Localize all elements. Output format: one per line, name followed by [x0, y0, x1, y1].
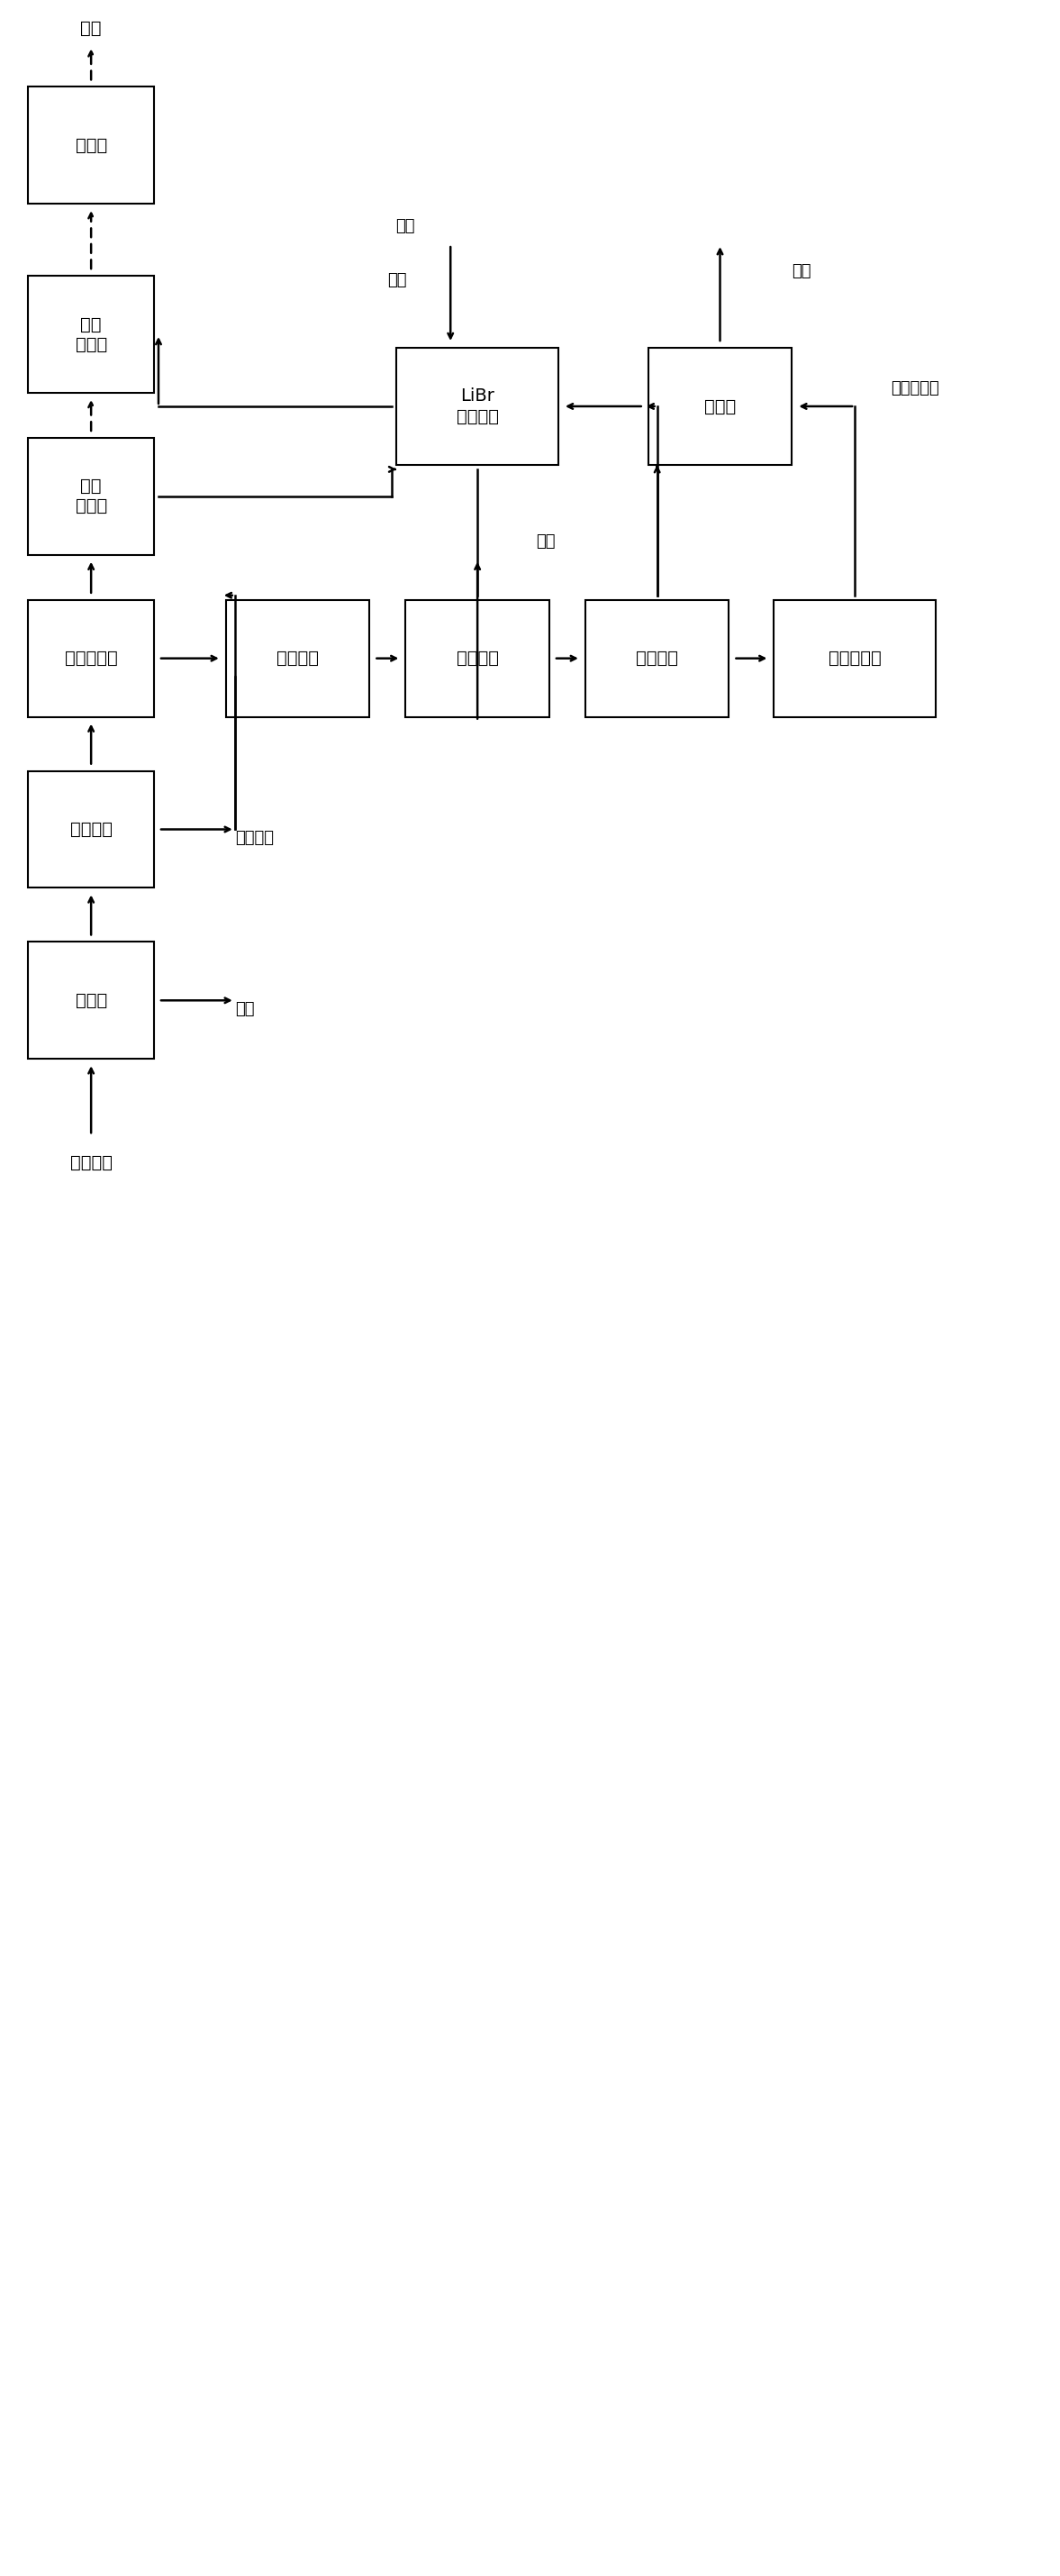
Bar: [29, 943, 154, 1059]
Text: 旋风除尘器: 旋风除尘器: [65, 649, 118, 667]
Text: 净化装置: 净化装置: [636, 649, 678, 667]
Text: 锌片: 锌片: [792, 263, 811, 278]
Bar: [29, 88, 154, 204]
Text: 精密过滤器: 精密过滤器: [828, 649, 881, 667]
Text: 液氨: 液氨: [395, 219, 416, 234]
Text: 有压蒸汽: 有压蒸汽: [235, 829, 273, 848]
Text: 电解循环液: 电解循环液: [890, 381, 939, 397]
Text: 第二
喷淋塔: 第二 喷淋塔: [75, 317, 107, 353]
Bar: [585, 600, 729, 716]
Text: 窑渣: 窑渣: [235, 1002, 254, 1018]
Text: LiBr
换热装置: LiBr 换热装置: [456, 389, 498, 425]
Bar: [774, 600, 936, 716]
Bar: [29, 600, 154, 716]
Text: 第一
喷淋塔: 第一 喷淋塔: [75, 479, 107, 515]
Text: 滤饼: 滤饼: [536, 533, 555, 549]
Text: 捕氨塔: 捕氨塔: [75, 137, 107, 155]
Text: 余热锅炉: 余热锅炉: [70, 822, 112, 837]
Text: 气体: 气体: [81, 21, 102, 36]
Bar: [29, 770, 154, 889]
Bar: [406, 600, 549, 716]
Text: 回转窑: 回转窑: [75, 992, 107, 1010]
Bar: [396, 348, 559, 464]
Bar: [226, 600, 370, 716]
Text: 浸出装置: 浸出装置: [277, 649, 319, 667]
Bar: [29, 438, 154, 554]
Text: 电解槽: 电解槽: [704, 397, 736, 415]
Text: 压滤装置: 压滤装置: [456, 649, 498, 667]
Text: 含锌固废: 含锌固废: [70, 1154, 112, 1172]
Text: 液氨: 液氨: [388, 273, 407, 289]
Bar: [648, 348, 792, 464]
Bar: [29, 276, 154, 392]
